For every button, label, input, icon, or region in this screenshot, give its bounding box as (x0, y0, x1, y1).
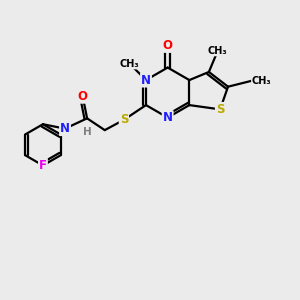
Text: CH₃: CH₃ (208, 46, 227, 56)
Text: O: O (78, 90, 88, 103)
Text: S: S (120, 113, 128, 126)
Text: F: F (39, 159, 47, 172)
Text: N: N (163, 111, 173, 124)
Text: N: N (60, 122, 70, 135)
Text: S: S (216, 103, 224, 116)
Text: H: H (83, 127, 92, 136)
Text: N: N (141, 74, 151, 87)
Text: CH₃: CH₃ (252, 76, 271, 86)
Text: CH₃: CH₃ (120, 59, 140, 69)
Text: O: O (163, 39, 173, 52)
